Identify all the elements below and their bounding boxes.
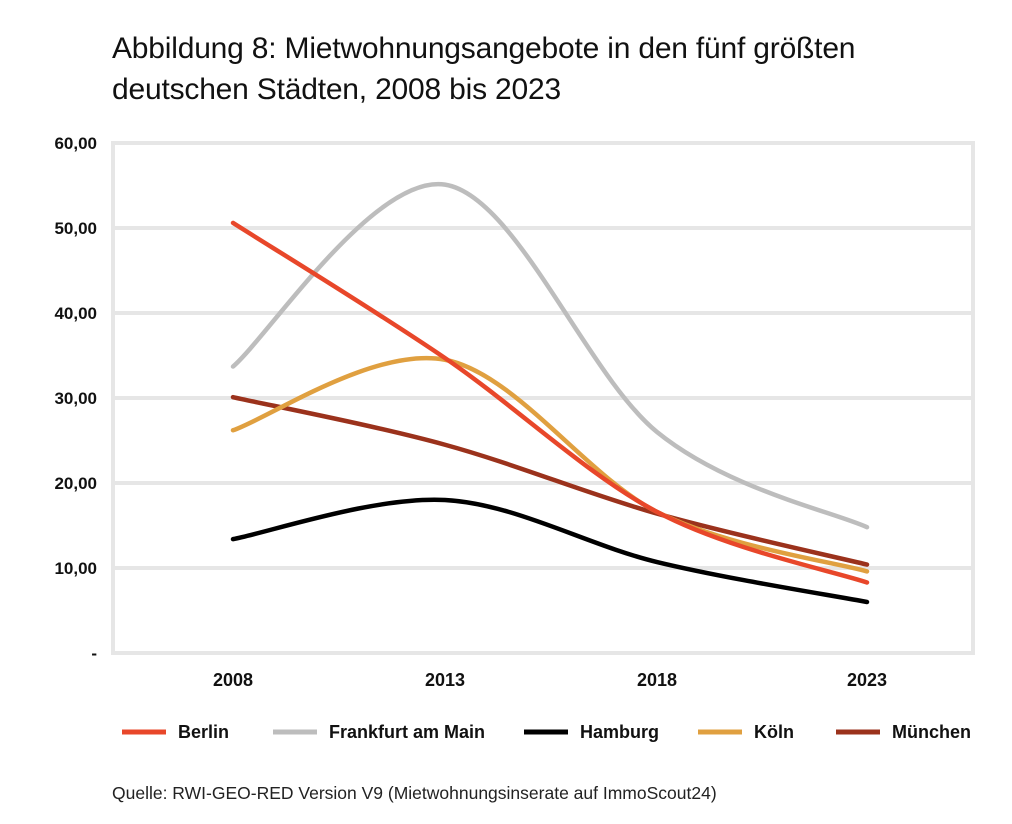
source-note: Quelle: RWI-GEO-RED Version V9 (Mietwohn… [112,783,717,803]
x-tick-label: 2018 [637,670,677,690]
y-tick-label: 60,00 [54,134,97,153]
series-line-hamburg [230,497,870,605]
y-tick-label: 30,00 [54,389,97,408]
line-chart: - 10,00 20,00 30,00 40,00 50,00 60,00 2008 2013… [54,134,975,742]
chart-title: Abbildung 8: Mietwohnungsangebote in den… [112,32,856,106]
legend-label: Frankfurt am Main [329,722,485,742]
legend-label: Köln [754,722,794,742]
x-tick-label: 2013 [425,670,465,690]
legend: Berlin Frankfurt am Main Hamburg Köln Münche… [122,722,971,742]
y-tick-label: 50,00 [54,219,97,238]
legend-label: Berlin [178,722,229,742]
series-line-köln [230,355,870,574]
series-line-frankfurt-am-main [230,182,870,530]
x-axis-ticks: 2008 2013 2018 2023 [213,670,887,690]
y-axis-ticks: - 10,00 20,00 30,00 40,00 50,00 60,00 [54,134,97,663]
x-tick-label: 2023 [847,670,887,690]
legend-label: München [892,722,971,742]
legend-label: Hamburg [580,722,659,742]
grid [111,141,975,655]
y-tick-label: 20,00 [54,474,97,493]
y-tick-label: - [91,644,97,663]
series-lines [230,182,870,605]
series-line-münchen [230,394,870,567]
x-tick-label: 2008 [213,670,253,690]
y-tick-label: 40,00 [54,304,97,323]
y-tick-label: 10,00 [54,559,97,578]
series-line-berlin [230,220,870,585]
